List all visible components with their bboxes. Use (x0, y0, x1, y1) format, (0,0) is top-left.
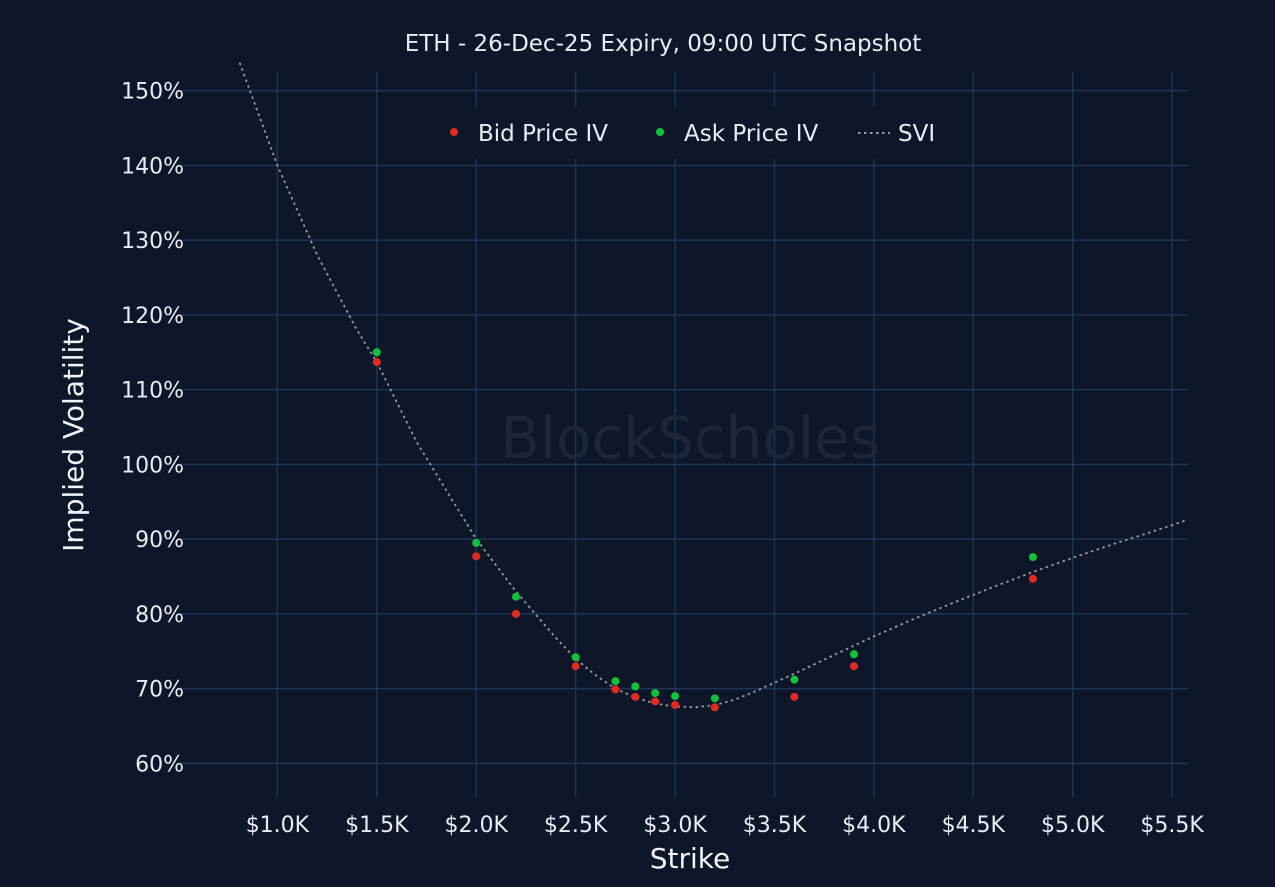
x-axis-title: Strike (650, 842, 731, 875)
x-tick-label: $1.5K (345, 813, 409, 838)
y-tick-label: 100% (121, 453, 184, 478)
bid-iv-point (710, 703, 719, 712)
ask-iv-point (511, 592, 520, 601)
y-tick-label: 130% (121, 229, 184, 254)
ask-iv-point (710, 694, 719, 703)
bid-iv-point (651, 697, 660, 706)
markers (372, 348, 1037, 712)
ask-iv-point (849, 650, 858, 659)
grid (178, 72, 1188, 797)
y-tick-label: 70% (135, 678, 184, 703)
x-tick-label: $3.5K (743, 813, 807, 838)
legend-svi-label: SVI (898, 121, 935, 147)
ask-iv-point (571, 653, 580, 662)
x-tick-label: $5.0K (1041, 813, 1105, 838)
chart-title: ETH - 26-Dec-25 Expiry, 09:00 UTC Snapsh… (405, 31, 922, 57)
y-axis-ticks: 60% 70% 80% 90% 100% 110% 120% 130% 140% 150% (121, 80, 184, 778)
bid-iv-point (611, 685, 620, 694)
y-axis-title: Implied Volatility (57, 318, 90, 552)
legend-ask-label: Ask Price IV (684, 121, 819, 147)
bid-iv-point (671, 701, 680, 710)
x-tick-label: $1.0K (246, 813, 310, 838)
y-tick-label: 110% (121, 379, 184, 404)
y-tick-label: 60% (135, 752, 184, 777)
bid-iv-point (511, 609, 520, 618)
bid-iv-point (1028, 574, 1037, 583)
x-tick-label: $3.0K (643, 813, 707, 838)
legend[interactable]: Bid Price IV Ask Price IV SVI (428, 107, 968, 159)
bid-iv-point (571, 662, 580, 671)
bid-iv-point (372, 358, 381, 366)
y-tick-label: 90% (135, 528, 184, 553)
x-tick-label: $4.0K (842, 813, 906, 838)
ask-iv-point (1028, 553, 1037, 562)
ask-iv-point (472, 538, 481, 547)
ask-iv-point (372, 348, 381, 357)
bid-iv-point (790, 692, 799, 701)
ask-iv-point (611, 677, 620, 686)
bid-iv-point (631, 692, 640, 701)
x-tick-label: $5.5K (1140, 813, 1204, 838)
watermark-logo: BlockScholes (500, 404, 880, 472)
x-tick-label: $4.5K (942, 813, 1006, 838)
y-tick-label: 140% (121, 154, 184, 179)
x-tick-label: $2.0K (445, 813, 509, 838)
ask-iv-point (631, 682, 640, 691)
legend-bid-label: Bid Price IV (478, 121, 608, 147)
bid-iv-point (849, 662, 858, 671)
ask-iv-point (790, 675, 799, 684)
x-tick-label: $2.5K (544, 813, 608, 838)
x-axis-ticks: $1.0K $1.5K $2.0K $2.5K $3.0K $3.5K $4.0K $4.5K… (246, 813, 1205, 838)
ask-iv-point (671, 692, 680, 701)
ask-legend-swatch (656, 128, 664, 136)
y-tick-label: 120% (121, 304, 184, 329)
ask-iv-point (651, 689, 660, 698)
y-tick-label: 150% (121, 80, 184, 105)
bid-legend-swatch (450, 128, 458, 136)
bid-iv-point (472, 552, 481, 561)
y-tick-label: 80% (135, 603, 184, 628)
